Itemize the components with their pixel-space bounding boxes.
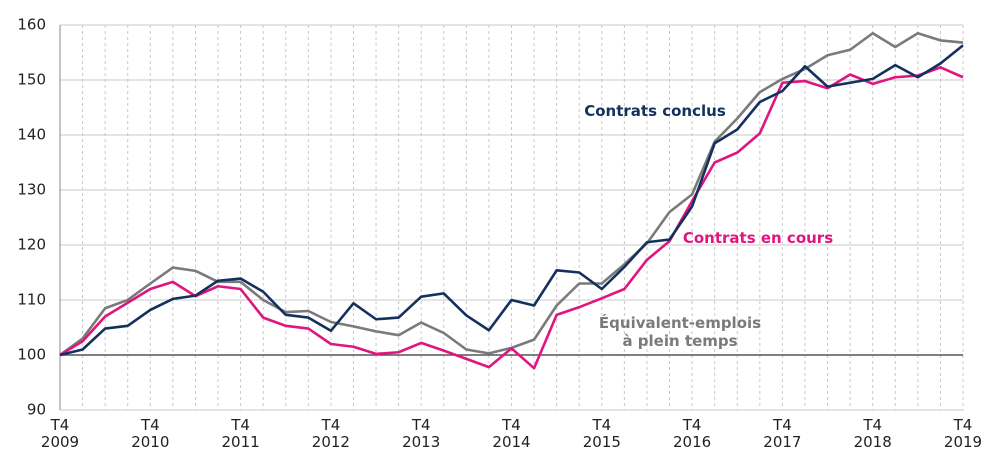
y-tick-label: 90 [27,401,46,419]
x-tick-label: T4 2016 [673,416,712,451]
x-tick-label: T4 2012 [311,416,350,451]
x-tick-label: T4 2009 [40,416,80,451]
y-tick-label: 100 [17,346,46,364]
x-tick-label: T4 2019 [943,416,983,451]
x-tick-label: T4 2017 [763,416,802,451]
y-tick-label: 140 [17,126,46,144]
series-label: Contrats en cours [682,229,834,247]
y-tick-label: 120 [17,236,46,254]
y-tick-label: 150 [17,71,46,89]
series-line [59,66,964,370]
y-tick-label: 160 [17,16,46,34]
x-tick-label: T4 2010 [131,416,170,451]
series-label: Équivalent-emplois à plein temps [598,314,762,350]
series-label: Contrats conclus [584,102,726,120]
series-line [59,44,964,357]
x-tick-label: T4 2015 [582,416,621,451]
x-tick-label: T4 2014 [492,416,531,451]
y-tick-label: 130 [17,181,46,199]
x-tick-label: T4 2013 [402,416,441,451]
y-tick-label: 110 [17,291,46,309]
x-tick-label: T4 2011 [221,416,260,451]
x-tick-label: T4 2018 [853,416,892,451]
